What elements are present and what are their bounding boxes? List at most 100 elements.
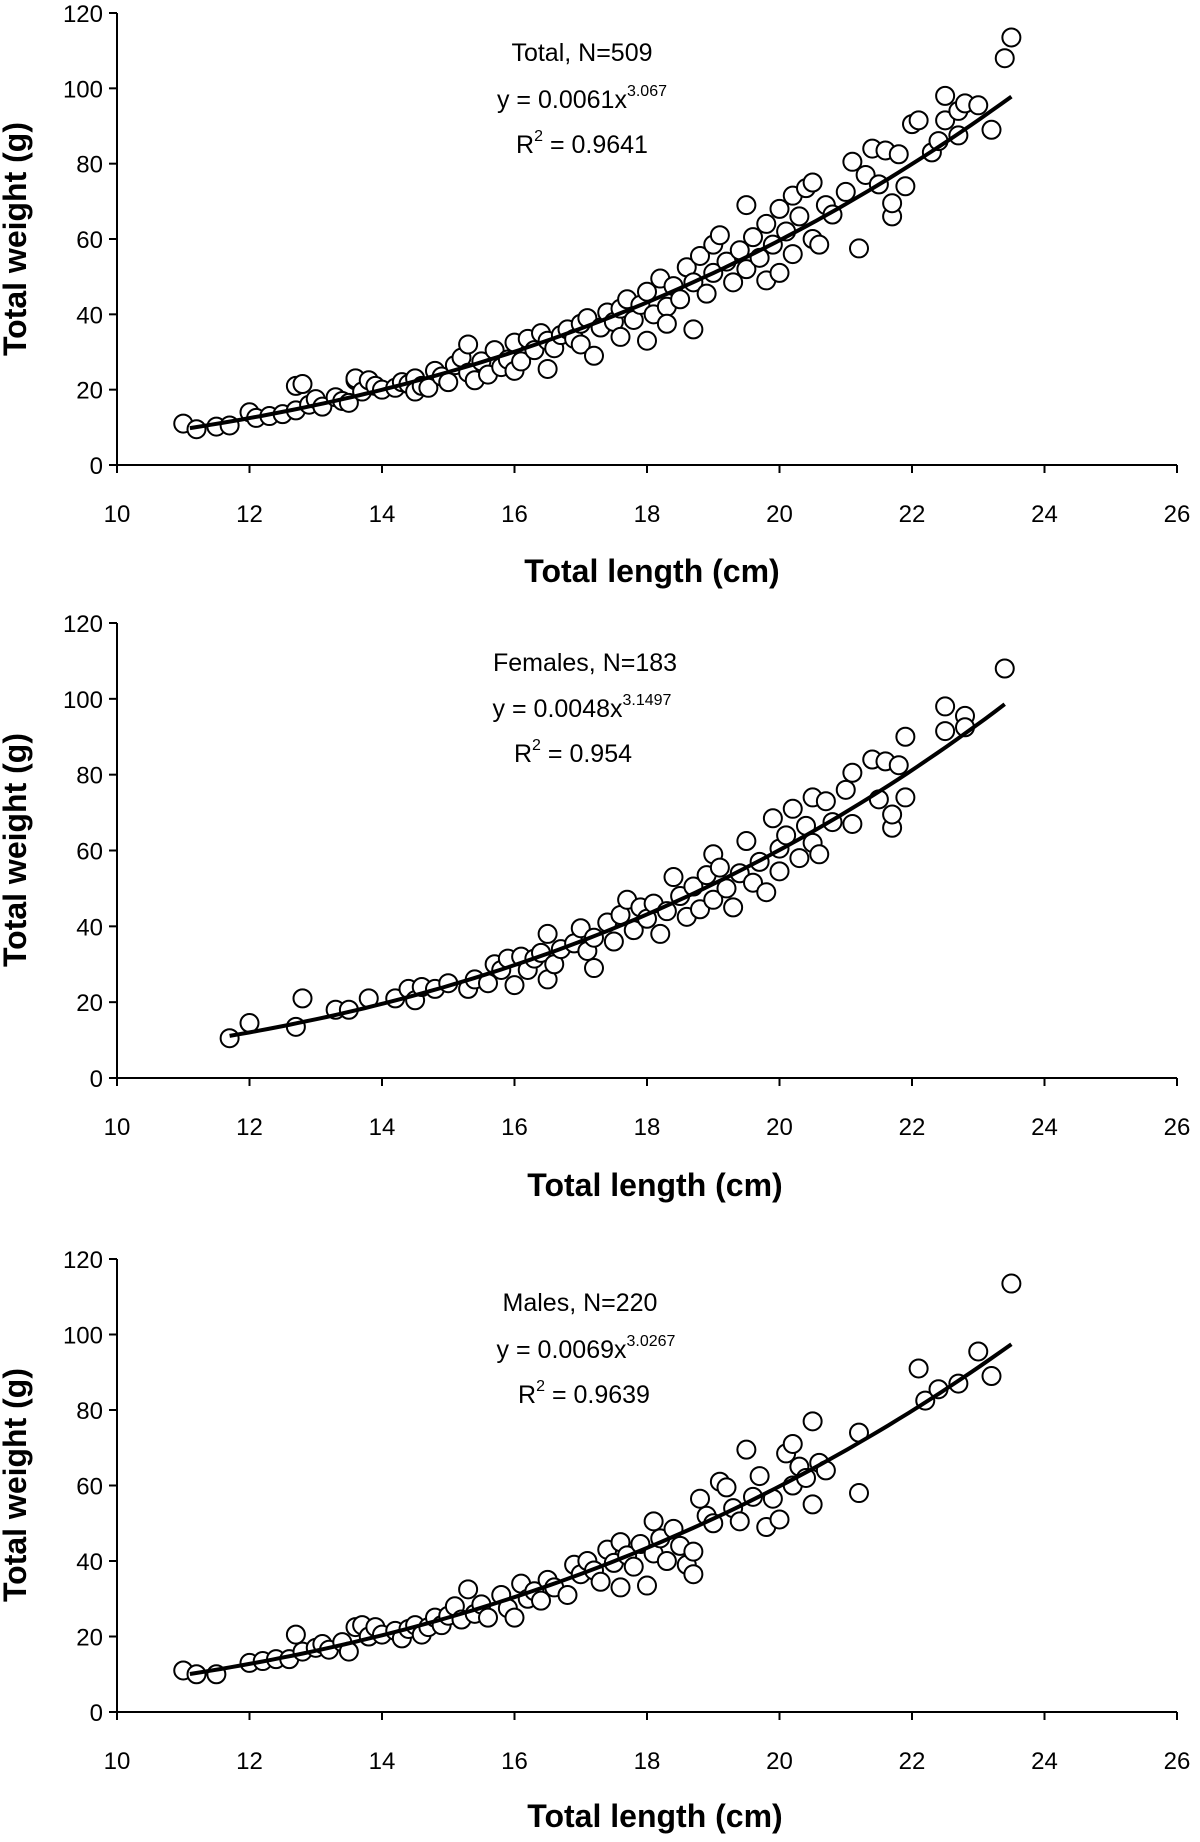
data-point bbox=[895, 726, 916, 747]
data-point bbox=[683, 319, 704, 340]
y-axis: 0 20 40 60 80 100 120 bbox=[63, 611, 118, 1093]
x-ticks bbox=[116, 1078, 1178, 1086]
x-tick-labels: 10 12 14 16 18 20 22 24 26 bbox=[104, 1748, 1191, 1775]
data-point bbox=[743, 227, 763, 248]
data-point bbox=[292, 988, 313, 1009]
x-axis-title: Total length (cm) bbox=[524, 553, 779, 589]
annotation-title: Females, N=183 bbox=[493, 649, 677, 677]
fit-annotation: Males, N=220 y = 0.0069x3.0267 R2 = 0.96… bbox=[497, 1289, 676, 1409]
y-ticks bbox=[109, 1258, 117, 1713]
y-ticks bbox=[109, 622, 117, 1079]
x-tick-label: 10 bbox=[104, 1748, 131, 1775]
fit-annotation: Total, N=509 y = 0.0061x3.067 R2 = 0.964… bbox=[497, 39, 667, 159]
y-axis-title: Total weight (g) bbox=[0, 122, 33, 356]
equation-text: y = 0.0048x bbox=[493, 695, 623, 723]
data-point bbox=[908, 110, 929, 131]
y-tick-label: 60 bbox=[76, 839, 103, 866]
y-tick-label: 0 bbox=[90, 1066, 103, 1093]
y-axis-title: Total weight (g) bbox=[0, 1368, 33, 1602]
data-point bbox=[643, 1511, 664, 1532]
y-ticks bbox=[109, 12, 117, 466]
data-point bbox=[690, 245, 710, 266]
y-tick-label: 20 bbox=[76, 990, 103, 1017]
data-point bbox=[882, 193, 903, 214]
data-point bbox=[285, 1624, 306, 1645]
x-axis: 10 12 14 16 18 20 22 24 26 bbox=[104, 1077, 1191, 1141]
data-point bbox=[1001, 27, 1022, 48]
data-point bbox=[590, 1571, 611, 1592]
chart-females: 10 12 14 16 18 20 22 24 26 0 20 40 60 80… bbox=[0, 611, 1190, 1203]
equation-text: y = 0.0061x bbox=[497, 86, 627, 114]
data-point bbox=[981, 119, 1002, 140]
data-point bbox=[690, 899, 710, 920]
data-point bbox=[935, 85, 956, 106]
data-point bbox=[809, 234, 830, 255]
equation-text: y = 0.0069x bbox=[497, 1336, 627, 1364]
data-point bbox=[769, 198, 790, 219]
data-point bbox=[709, 225, 730, 246]
data-point bbox=[709, 857, 730, 878]
data-point bbox=[935, 110, 956, 131]
data-point bbox=[723, 272, 744, 293]
x-tick-label: 14 bbox=[369, 1748, 396, 1775]
data-point bbox=[537, 358, 558, 379]
annotation-equation: y = 0.0061x3.067 bbox=[497, 83, 667, 114]
y-axis: 0 20 40 60 80 100 120 bbox=[63, 1, 118, 480]
r2-value: = 0.9639 bbox=[545, 1381, 650, 1409]
x-tick-labels: 10 12 14 16 18 20 22 24 26 bbox=[104, 1114, 1191, 1141]
y-tick-label: 40 bbox=[76, 1549, 103, 1576]
y-tick-label: 80 bbox=[76, 763, 103, 790]
y-tick-labels: 0 20 40 60 80 100 120 bbox=[63, 1247, 103, 1727]
annotation-title: Total, N=509 bbox=[511, 39, 652, 67]
y-tick-label: 120 bbox=[63, 611, 103, 638]
data-point bbox=[769, 861, 790, 882]
data-point bbox=[789, 848, 810, 869]
x-axis-title: Total length (cm) bbox=[527, 1167, 782, 1203]
data-point bbox=[650, 923, 671, 944]
x-ticks bbox=[116, 465, 1178, 473]
data-point bbox=[849, 238, 869, 259]
x-tick-label: 18 bbox=[634, 501, 661, 528]
equation-exponent: 3.067 bbox=[627, 83, 667, 100]
x-tick-label: 20 bbox=[766, 1114, 793, 1141]
r2-superscript: 2 bbox=[532, 737, 541, 754]
data-point bbox=[895, 787, 916, 808]
data-point bbox=[610, 1577, 631, 1598]
data-point bbox=[994, 658, 1015, 679]
data-point bbox=[888, 755, 909, 776]
data-point bbox=[835, 779, 856, 800]
data-point bbox=[531, 1590, 551, 1611]
data-point bbox=[749, 1466, 770, 1487]
x-tick-label: 26 bbox=[1164, 501, 1191, 528]
data-point bbox=[623, 1556, 644, 1577]
data-point bbox=[756, 213, 777, 234]
data-point bbox=[756, 882, 777, 903]
data-point bbox=[882, 804, 903, 825]
y-tick-label: 0 bbox=[90, 1700, 103, 1727]
data-point bbox=[723, 897, 744, 918]
data-point bbox=[1001, 1273, 1022, 1294]
equation-exponent: 3.0267 bbox=[627, 1333, 676, 1350]
x-tick-label: 16 bbox=[501, 1748, 528, 1775]
x-tick-label: 12 bbox=[236, 1748, 263, 1775]
chart-males: 10 12 14 16 18 20 22 24 26 0 20 40 60 80… bbox=[0, 1247, 1190, 1834]
annotation-equation: y = 0.0069x3.0267 bbox=[497, 1333, 676, 1364]
data-point bbox=[935, 721, 956, 742]
x-axis-title: Total length (cm) bbox=[527, 1798, 782, 1834]
x-ticks bbox=[116, 1712, 1178, 1720]
annotation-title: Males, N=220 bbox=[503, 1289, 658, 1317]
x-tick-label: 20 bbox=[766, 501, 793, 528]
y-tick-labels: 0 20 40 60 80 100 120 bbox=[63, 1, 103, 480]
x-tick-label: 10 bbox=[104, 1114, 131, 1141]
y-tick-label: 40 bbox=[76, 914, 103, 941]
data-point bbox=[782, 1433, 803, 1454]
annotation-r2: R2 = 0.954 bbox=[514, 737, 632, 768]
x-tick-label: 22 bbox=[899, 1748, 926, 1775]
data-point bbox=[809, 844, 830, 865]
y-axis-title: Total weight (g) bbox=[0, 733, 33, 967]
y-axis: 0 20 40 60 80 100 120 bbox=[63, 1247, 118, 1727]
data-point bbox=[935, 696, 956, 717]
data-point bbox=[504, 975, 525, 996]
data-point bbox=[663, 867, 684, 888]
